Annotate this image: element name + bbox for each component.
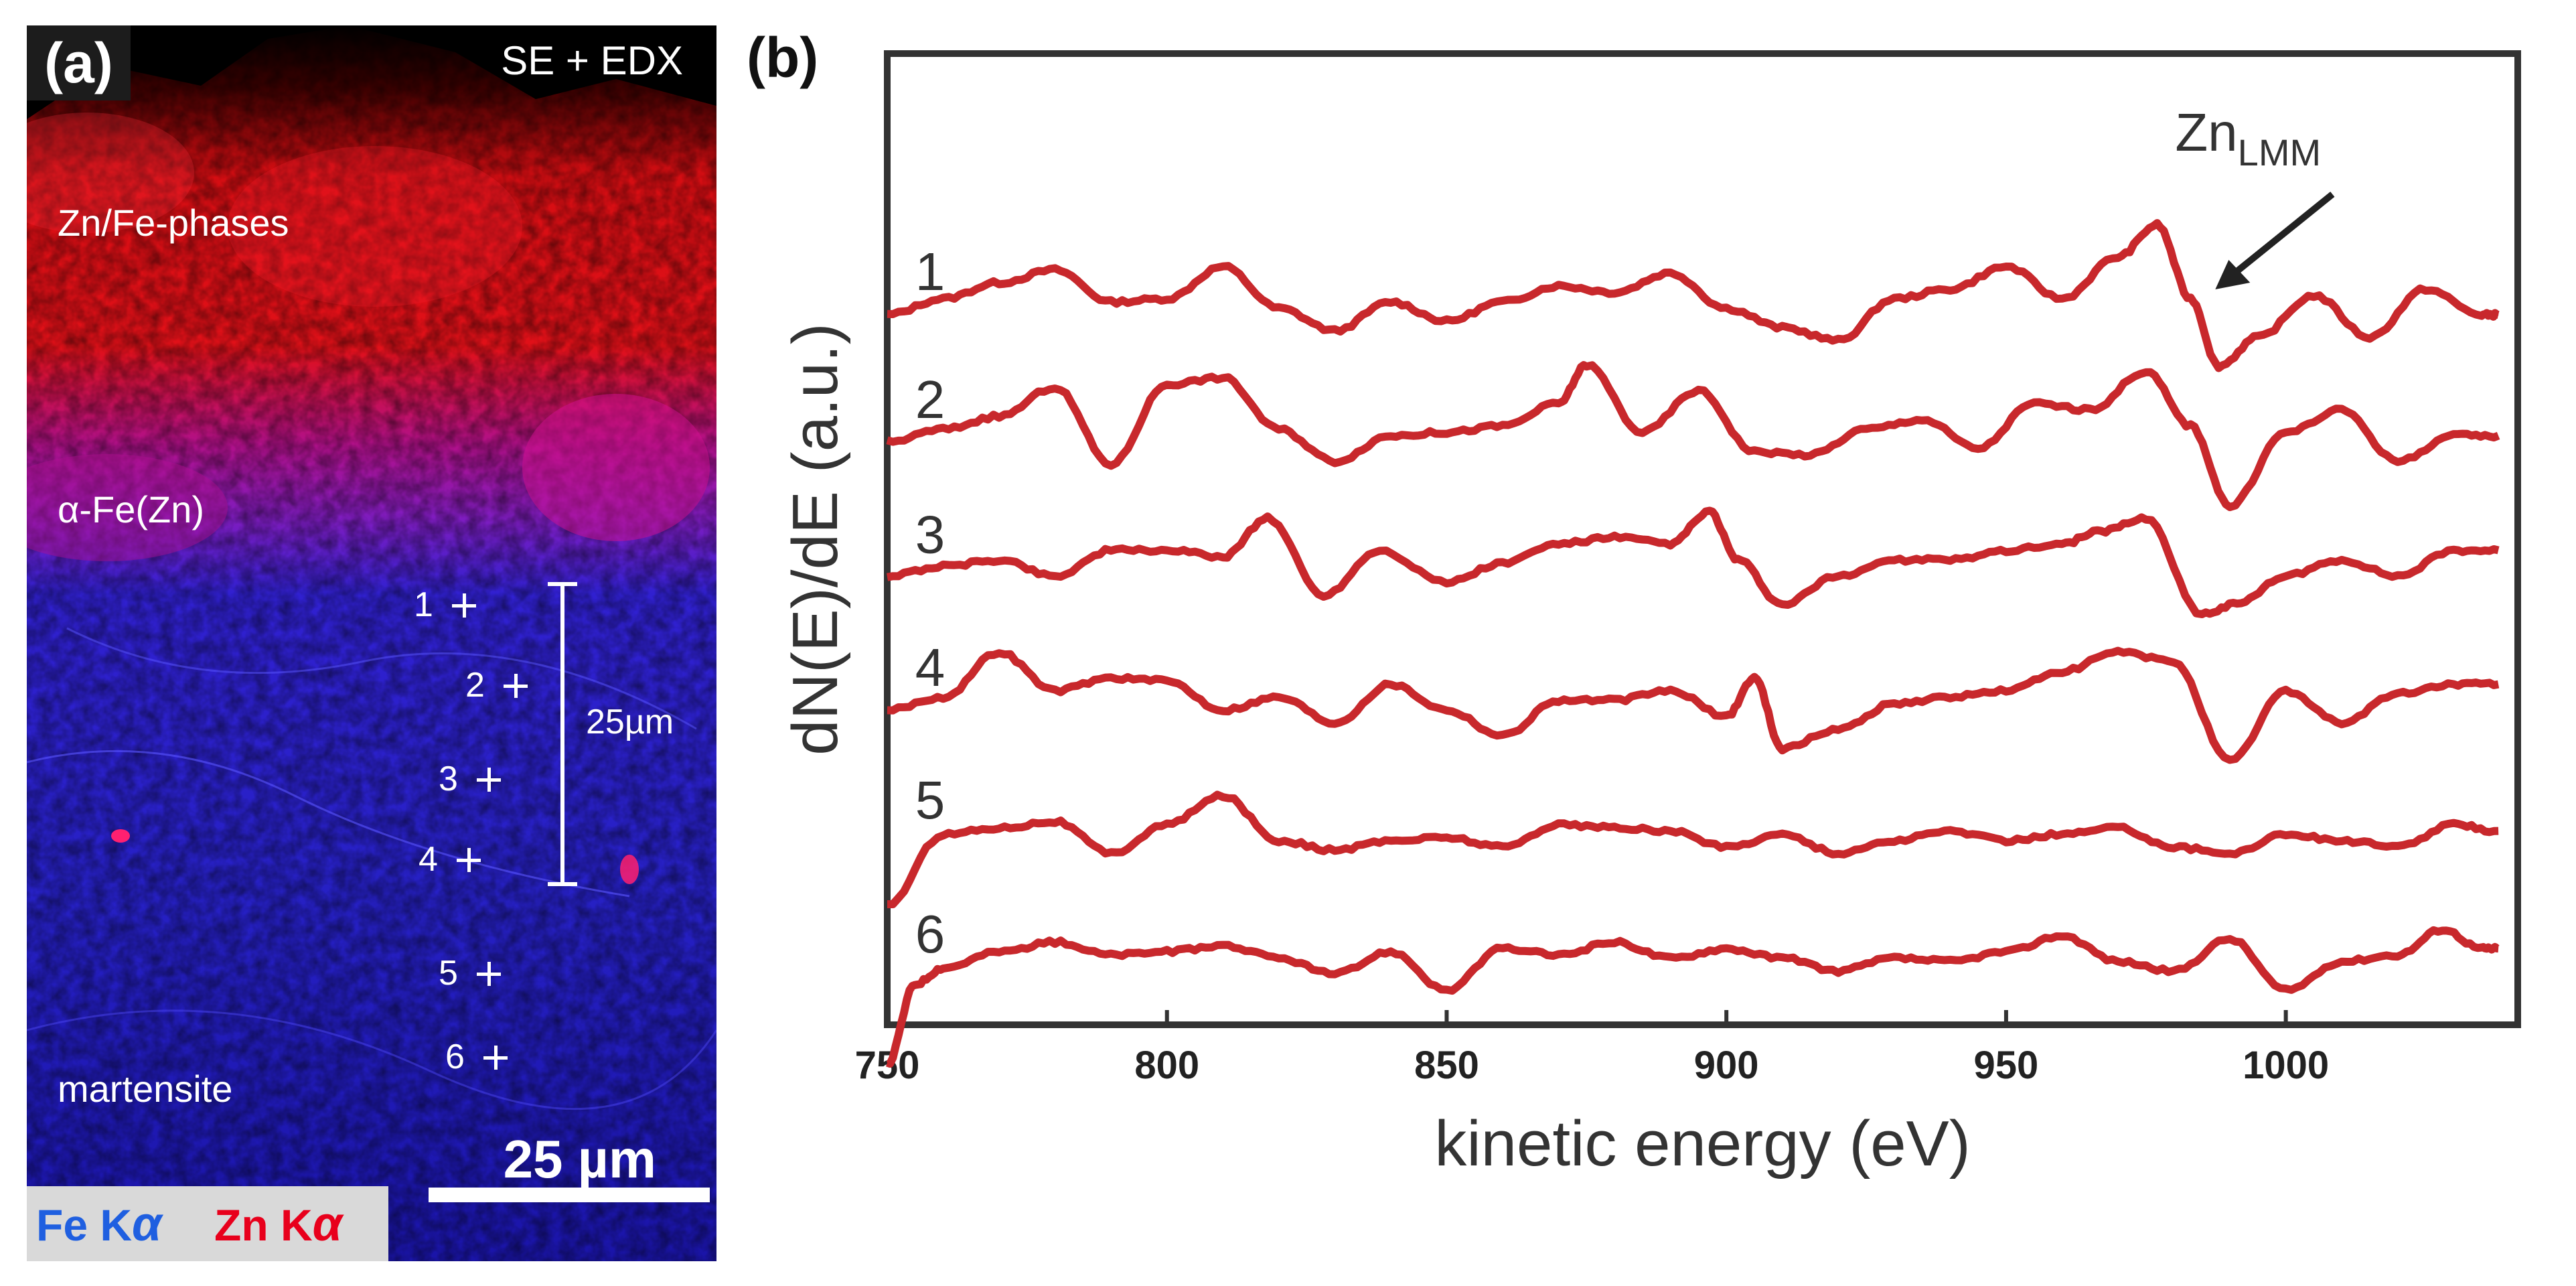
point-label-6: 6: [445, 1038, 465, 1076]
measurement-bracket: [548, 582, 577, 886]
sem-edx-map-panel: (a) SE + EDX Zn/Fe-phases α-Fe(Zn) marte…: [27, 25, 716, 1261]
sem-edx-map-image: [27, 25, 716, 1261]
panel-a-label: (a): [27, 25, 131, 100]
legend-fe: Fe Kα: [36, 1198, 162, 1251]
point-label-2: 2: [465, 666, 485, 705]
phase-label-alpha-fe: α-Fe(Zn): [58, 488, 205, 530]
spectrum-label-5: 5: [915, 770, 945, 830]
point-label-1: 1: [414, 585, 433, 624]
x-tick-label: 1000: [2243, 1044, 2329, 1087]
legend-zn: Zn Kα: [214, 1198, 343, 1251]
technique-label: SE + EDX: [501, 38, 683, 83]
point-label-5: 5: [439, 954, 458, 993]
point-marker-2: [504, 674, 528, 698]
point-marker-4: [457, 848, 481, 872]
x-axis-label: kinetic energy (eV): [1434, 1108, 1970, 1180]
x-tick-label: 900: [1694, 1044, 1759, 1087]
peak-annotation-subscript: LMM: [2238, 131, 2321, 173]
spectrum-label-6: 6: [915, 904, 945, 964]
spectrum-trace-4: [887, 646, 2500, 764]
phase-label-zn-fe: Zn/Fe-phases: [58, 202, 289, 244]
annotation-arrow-head: [2215, 260, 2251, 289]
element-legend: Fe Kα Zn Kα: [27, 1186, 388, 1261]
x-tick-label: 850: [1414, 1044, 1479, 1087]
spectrum-label-2: 2: [915, 370, 945, 429]
annotation-arrow-shaft: [2226, 192, 2335, 281]
x-tick-label: 800: [1134, 1044, 1199, 1087]
point-marker-1: [452, 593, 476, 618]
spectrum-label-1: 1: [915, 242, 945, 301]
point-marker-6: [483, 1046, 508, 1070]
point-marker-3: [477, 768, 501, 792]
x-tick-label: 950: [1974, 1044, 2039, 1087]
plot-frame: [884, 50, 2521, 1028]
spectrum-trace-5: [887, 790, 2499, 908]
spectrum-trace-6: [885, 926, 2501, 1068]
bracket-label: 25µm: [586, 703, 674, 741]
peak-annotation: ZnLMM: [2175, 102, 2321, 173]
phase-label-martensite: martensite: [58, 1068, 233, 1110]
scalebar-label: 25 µm: [503, 1129, 656, 1189]
y-axis-label: dN(E)/dE (a.u.): [779, 323, 851, 756]
point-marker-5: [477, 962, 501, 986]
panel-b-label: (b): [747, 26, 819, 89]
scalebar: [429, 1188, 710, 1202]
spectrum-trace-1: [887, 219, 2501, 372]
spectrum-label-4: 4: [915, 638, 945, 697]
point-label-4: 4: [419, 840, 438, 879]
spectrum-trace-2: [886, 361, 2500, 512]
spectrum-trace-3: [886, 506, 2500, 618]
spectrum-label-3: 3: [915, 505, 945, 565]
point-label-3: 3: [439, 760, 458, 798]
